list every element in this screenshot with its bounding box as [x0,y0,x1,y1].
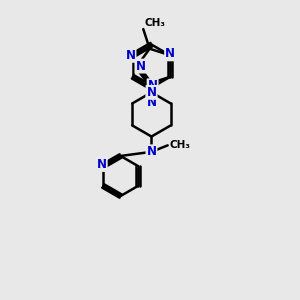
Text: N: N [146,96,157,109]
Text: CH₃: CH₃ [169,140,190,150]
Text: N: N [165,47,175,60]
Text: N: N [146,86,157,99]
Text: CH₃: CH₃ [145,18,166,28]
Text: N: N [146,145,157,158]
Text: N: N [136,60,146,73]
Text: N: N [125,49,136,62]
Text: N: N [97,158,107,171]
Text: N: N [148,79,158,92]
